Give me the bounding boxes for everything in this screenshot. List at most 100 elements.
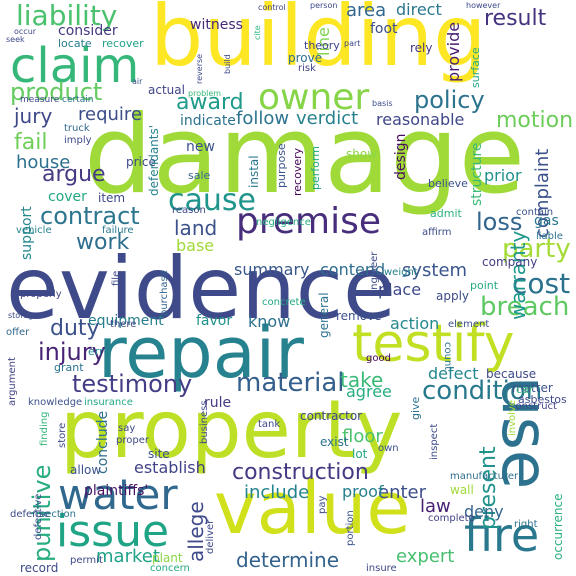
word-policy: policy — [414, 86, 485, 114]
word-award: award — [176, 90, 244, 115]
word-provide: provide — [444, 21, 463, 82]
word-law: law — [420, 496, 451, 517]
word-manufacturer: manufacturer — [450, 471, 519, 482]
word-premise: premise — [236, 201, 381, 242]
word-work: work — [76, 230, 130, 255]
word-basis: basis — [372, 99, 393, 108]
word-remove: remove — [336, 309, 382, 323]
word-allow: allow — [70, 463, 102, 477]
word-defect: defect — [428, 364, 479, 383]
word-condition: condition — [422, 376, 543, 406]
word-testimony: testimony — [72, 370, 193, 398]
word-cost: cost — [512, 267, 571, 300]
word-surface: surface — [469, 47, 482, 88]
word-jury: jury — [14, 104, 53, 128]
word-complete: complete — [428, 513, 475, 524]
word-inspect: inspect — [429, 423, 440, 460]
word-require: require — [78, 104, 142, 125]
word-rule: rule — [204, 395, 232, 411]
word-defendants: defendants' — [147, 124, 161, 196]
word-person: person — [310, 1, 338, 10]
word-actual: actual — [148, 83, 185, 97]
word-property: property — [60, 383, 403, 476]
word-admit: admit — [430, 207, 462, 220]
word-cover: cover — [48, 189, 87, 205]
word-concern: concern — [150, 563, 190, 574]
word-prior: prior — [484, 166, 522, 185]
word-defective: defective — [33, 493, 44, 540]
word-issue: issue — [56, 506, 170, 557]
word-structure: structure — [469, 142, 485, 206]
word-verdict: verdict — [296, 108, 359, 129]
word-certain: certain — [62, 95, 94, 105]
word-file: file — [111, 270, 122, 286]
word-good: good — [366, 353, 391, 364]
word-err: err — [88, 345, 104, 358]
word-asbestos: asbestos — [518, 393, 567, 406]
word-market: market — [96, 546, 160, 567]
word-allege: allege — [184, 501, 208, 562]
word-damage: damage — [84, 93, 526, 218]
word-deliver: deliver — [205, 519, 216, 554]
word-duty: duty — [50, 316, 100, 341]
word-perform: perform — [309, 146, 322, 190]
word-negligence: negligence — [256, 217, 311, 228]
word-tank: tank — [258, 419, 281, 430]
word-action: action — [390, 314, 440, 333]
word-contend: contend — [320, 260, 386, 279]
word-insurance: insurance — [84, 397, 133, 408]
word-floor: floor — [342, 426, 383, 447]
word-seek: seek — [6, 35, 25, 44]
word-construct: construct — [510, 401, 557, 412]
word-finding: finding — [39, 411, 50, 446]
word-cause: cause — [168, 183, 256, 218]
word-weight: weight — [384, 267, 418, 278]
word-vehicle: vehicle — [16, 225, 52, 236]
word-involve: involve — [507, 399, 518, 436]
word-party: party — [502, 234, 571, 264]
word-general: general — [317, 292, 331, 338]
word-consider: consider — [58, 23, 118, 39]
word-car: car — [516, 383, 534, 396]
word-repair: repair — [98, 312, 304, 394]
word-theory: theory — [304, 39, 340, 52]
word-rely: rely — [410, 41, 433, 55]
word-point: point — [470, 279, 499, 292]
word-reason: reason — [172, 205, 206, 216]
word-failure: failure — [102, 225, 134, 236]
word-locate: locate — [58, 37, 92, 50]
word-imply: imply — [64, 135, 92, 146]
word-fail: fail — [14, 130, 48, 155]
word-enter: enter — [378, 482, 427, 503]
word-sale: sale — [188, 169, 211, 182]
word-new: new — [186, 139, 215, 155]
word-storage: storage — [8, 311, 39, 320]
word-measure: measure — [20, 95, 60, 105]
word-right: right — [514, 519, 538, 530]
word-testify: testify — [352, 314, 515, 374]
word-site: site — [148, 447, 170, 461]
word-owner: owner — [258, 77, 370, 118]
word-determine: determine — [236, 548, 340, 572]
word-summary: summary — [234, 260, 310, 279]
word-loss: loss — [476, 208, 523, 236]
word-material: material — [236, 368, 345, 398]
word-truck: truck — [64, 123, 90, 134]
word-take: take — [340, 368, 384, 392]
word-purpose: purpose — [275, 143, 288, 188]
word-building: building — [150, 0, 487, 85]
word-grant: grant — [54, 361, 84, 374]
word-build: build — [223, 54, 232, 74]
word-insure: insure — [366, 563, 397, 574]
word-company: company — [482, 255, 538, 269]
word-direct: direct — [396, 0, 442, 19]
word-recovery: recovery — [291, 147, 304, 196]
word-plaintiffs: plaintiffs' — [84, 483, 149, 499]
word-land: land — [174, 216, 218, 240]
word-construction: construction — [232, 460, 369, 485]
word-risk: risk — [298, 63, 316, 74]
word-house: house — [16, 152, 71, 173]
word-defense: defense — [10, 509, 50, 520]
word-instal: instal — [247, 155, 261, 188]
